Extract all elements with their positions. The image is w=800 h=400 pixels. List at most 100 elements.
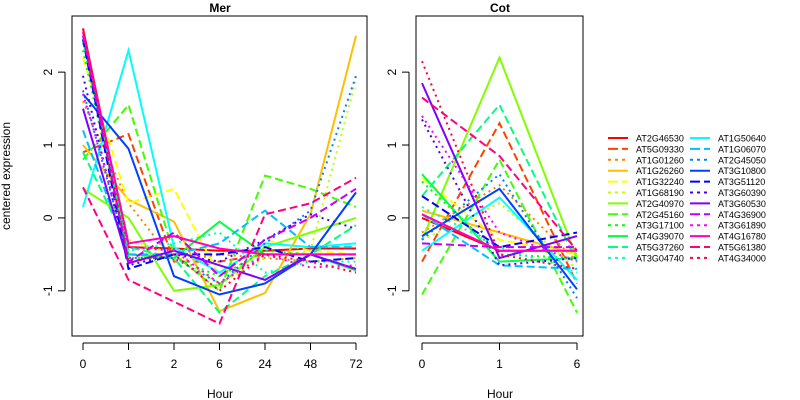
legend-item: AT5G09330	[608, 144, 684, 154]
series-line-at4g36900-mer	[82, 35, 357, 278]
series-line-at2g46530-mer	[82, 28, 356, 252]
legend-label: AT1G06070	[718, 144, 766, 154]
legend-label: AT1G50640	[718, 134, 766, 144]
y-tick-label: 2	[41, 68, 55, 75]
legend-item: AT1G50640	[690, 134, 766, 144]
series-line-at2g45160-cot	[421, 157, 578, 314]
legend-item: AT3G60530	[690, 199, 766, 209]
x-tick-label: 0	[419, 357, 426, 371]
x-axis-mer: 0 1 2 6 24 48 72	[80, 342, 363, 371]
series-line-at3g51120-mer	[82, 39, 357, 271]
legend-label: AT3G60530	[718, 199, 766, 209]
x-tick-label: 48	[304, 357, 318, 371]
legend-label: AT1G32240	[636, 177, 684, 187]
x-tick-label: 6	[574, 357, 581, 371]
series-line-at4g16780-mer	[82, 31, 356, 256]
series-group-cot	[421, 54, 578, 314]
series-line-at1g68190-mer	[82, 35, 357, 285]
x-axis-label-mer: Hour	[207, 387, 233, 400]
legend-label: AT3G51120	[718, 177, 765, 187]
panel-title-mer: Mer	[209, 1, 231, 15]
legend-item: AT3G60390	[690, 188, 766, 198]
legend-item: AT1G26260	[608, 166, 684, 176]
series-line-at1g26260-mer	[82, 35, 357, 313]
legend-item: AT5G37260	[608, 243, 684, 253]
series-line-at5g09330-cot	[421, 121, 578, 284]
series-line-at1g26260-cot	[421, 209, 578, 256]
y-axis-label: centered expression	[0, 122, 13, 230]
legend-label: AT5G37260	[636, 243, 684, 253]
panel-cot: Cot 0 1 6 -1 0 1 2 Hour	[385, 1, 584, 400]
legend-item: AT2G46530	[608, 134, 684, 144]
series-line-at3g10800-cot	[421, 187, 578, 290]
legend-item: AT1G32240	[608, 177, 684, 187]
legend-label: AT3G17100	[636, 221, 684, 231]
legend-item: AT3G51120	[690, 177, 765, 187]
y-tick-label: 1	[41, 141, 55, 148]
series-line-at3g60390-mer	[82, 75, 357, 267]
series-line-at5g37260-cot	[421, 103, 578, 263]
series-line-at3g60390-cot	[421, 119, 578, 267]
x-tick-label: 72	[349, 357, 363, 371]
legend-label: AT3G10800	[718, 166, 766, 176]
panel-title-cot: Cot	[490, 1, 510, 15]
series-line-at3g51120-cot	[421, 195, 578, 249]
series-line-at2g40970-cot	[421, 54, 578, 259]
x-tick-label: 24	[258, 357, 272, 371]
series-line-at1g06070-cot	[421, 213, 578, 270]
legend-item: AT3G17100	[608, 221, 684, 231]
x-tick-label: 1	[496, 357, 503, 371]
y-tick-label: 2	[385, 68, 399, 75]
legend-item: AT3G10800	[690, 166, 766, 176]
legend-label: AT1G68190	[636, 188, 684, 198]
legend-label: AT5G09330	[636, 144, 684, 154]
y-tick-label: -1	[385, 285, 399, 296]
series-line-at2g45050-mer	[82, 75, 357, 285]
series-line-at1g01260-cot	[421, 183, 578, 263]
x-axis-label-cot: Hour	[487, 387, 513, 400]
series-line-at1g50640-cot	[421, 196, 578, 281]
series-line-at3g17100-mer	[82, 50, 357, 278]
legend: AT2G46530AT5G09330AT1G01260AT1G26260AT1G…	[608, 134, 766, 263]
x-tick-label: 2	[171, 357, 178, 371]
legend-item: AT1G01260	[608, 155, 684, 165]
series-line-at5g09330-mer	[82, 132, 356, 263]
legend-item: AT4G39070	[608, 232, 684, 242]
legend-label: AT3G60390	[718, 188, 766, 198]
legend-item: AT2G45160	[608, 210, 684, 220]
legend-item: AT1G68190	[608, 188, 684, 198]
y-tick-label: -1	[41, 285, 55, 296]
legend-label: AT2G45160	[636, 210, 684, 220]
x-tick-label: 0	[80, 357, 87, 371]
series-line-at4g16780-cot	[421, 213, 577, 252]
series-line-at4g36900-cot	[421, 242, 577, 249]
y-axis-mer: -1 0 1 2	[41, 68, 66, 296]
y-tick-label: 0	[385, 214, 399, 221]
series-line-at1g32240-cot	[421, 177, 578, 256]
series-group-mer	[82, 28, 357, 325]
series-line-at4g39070-cot	[421, 173, 578, 263]
series-line-at2g40970-mer	[82, 187, 357, 292]
series-line-at3g60530-cot	[421, 82, 578, 260]
legend-label: AT5G61380	[718, 243, 766, 253]
legend-label: AT2G46530	[636, 134, 684, 144]
plot-frame-cot	[415, 15, 584, 337]
series-line-at5g61380-cot	[421, 96, 578, 252]
legend-item: AT3G04740	[608, 253, 684, 263]
series-line-at1g06070-mer	[82, 130, 356, 256]
legend-item: AT5G61380	[690, 243, 766, 253]
legend-item: AT2G45050	[690, 155, 766, 165]
legend-item: AT4G16780	[690, 232, 766, 242]
x-tick-label: 6	[216, 357, 223, 371]
legend-label: AT2G40970	[636, 199, 684, 209]
x-tick-label: 1	[125, 357, 132, 371]
y-tick-label: 0	[41, 214, 55, 221]
legend-item: AT4G34000	[690, 253, 766, 263]
plot-frame-mer	[71, 15, 368, 337]
series-line-at2g45160-mer	[82, 102, 357, 293]
legend-item: AT2G40970	[608, 199, 684, 209]
legend-label: AT4G16780	[718, 232, 766, 242]
legend-label: AT4G34000	[718, 253, 766, 263]
series-line-at1g68190-cot	[421, 202, 578, 270]
